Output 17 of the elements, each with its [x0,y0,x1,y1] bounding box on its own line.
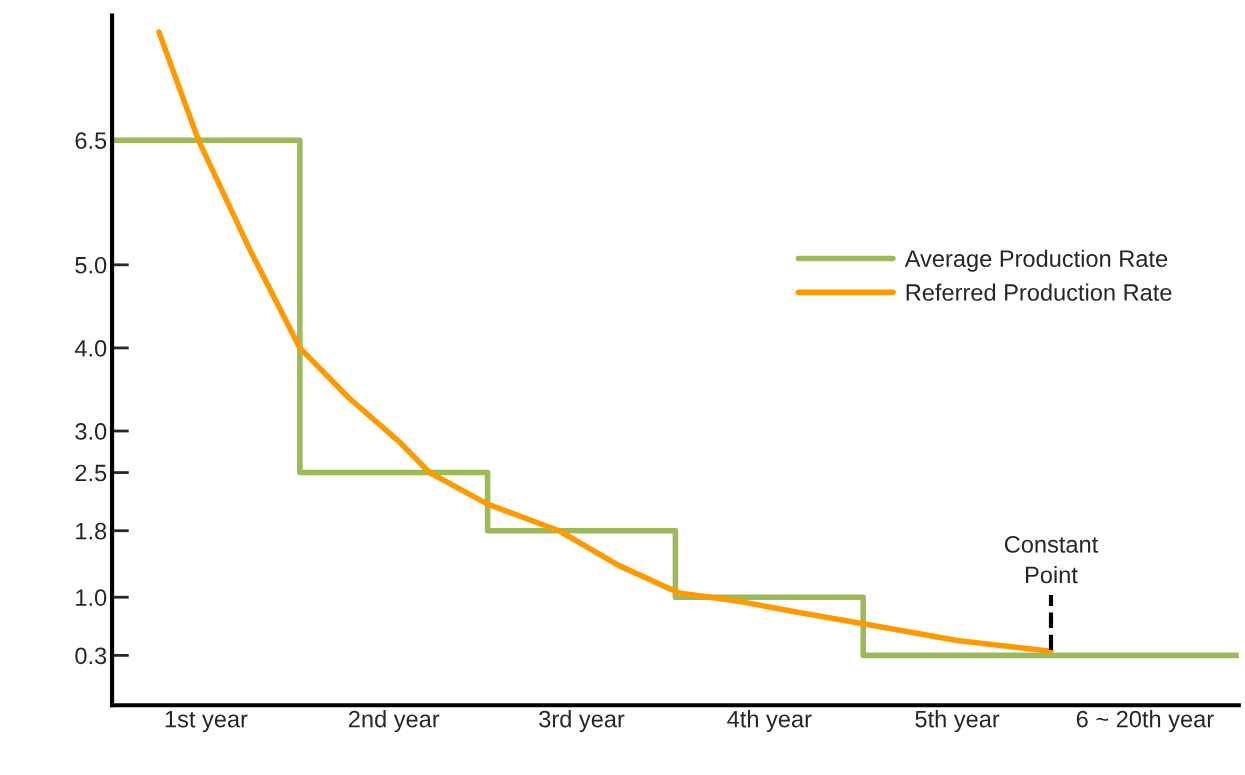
x-tick-label: 3rd year [539,710,625,733]
x-tick-label: 1st year [165,710,248,733]
y-tick-label: 1.0 [76,589,107,606]
y-tick-label: 2.5 [75,464,107,482]
y-tick-label: 3.0 [75,423,107,440]
x-tick-label: 6 ~ 20th year [1076,710,1214,733]
legend-label: Referred Production Rate [906,283,1172,301]
ref-line-label: Constant Point [1004,536,1099,584]
y-tick-label: 0.3 [75,647,107,665]
x-tick-label: 2nd year [348,710,440,733]
y-tick-label: 5.0 [75,256,107,274]
legend-label: Average Production Rate [904,249,1168,272]
x-tick-label: 4th year [727,710,812,733]
y-tick-label: 4.0 [74,339,107,357]
y-tick-label: 1.8 [76,522,107,540]
y-tick-label: 6.5 [75,132,107,149]
x-tick-label: 5th year [915,710,1000,733]
